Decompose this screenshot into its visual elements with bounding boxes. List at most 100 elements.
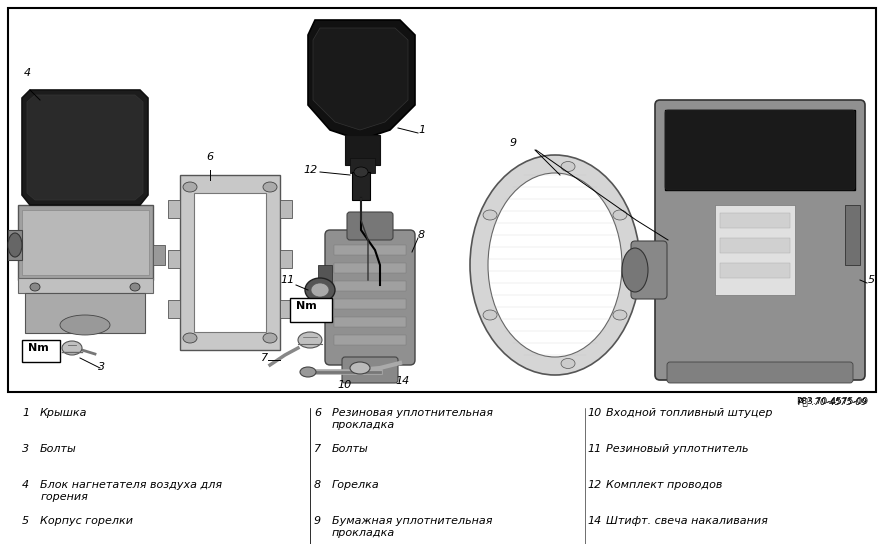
Ellipse shape [8, 233, 22, 257]
Bar [720, 213, 790, 228]
Ellipse shape [613, 210, 627, 220]
Text: 4: 4 [24, 68, 31, 78]
Ellipse shape [622, 248, 648, 292]
Text: 9: 9 [510, 138, 517, 148]
Ellipse shape [483, 310, 497, 320]
Bar [720, 263, 790, 278]
Text: 3: 3 [22, 444, 29, 454]
Ellipse shape [62, 341, 82, 355]
Bar [720, 238, 790, 253]
Text: 8: 8 [418, 230, 425, 240]
Text: Резиновая уплотнительная
прокладка: Резиновая уплотнительная прокладка [332, 408, 492, 430]
Ellipse shape [298, 332, 322, 348]
Text: 11: 11 [281, 275, 295, 285]
Text: Болты: Болты [332, 444, 369, 454]
Text: Nm: Nm [28, 343, 49, 353]
Text: P΃³.70-4575-09: P΃³.70-4575-09 [798, 397, 868, 406]
Bar [318, 265, 332, 285]
Bar [168, 300, 180, 318]
Ellipse shape [354, 167, 368, 177]
Bar [334, 317, 406, 327]
Bar [334, 281, 406, 291]
Bar [352, 172, 370, 200]
Text: Крышка: Крышка [40, 408, 88, 418]
Text: 7: 7 [261, 353, 268, 363]
FancyBboxPatch shape [347, 212, 393, 240]
Text: Корпус горелки: Корпус горелки [40, 516, 133, 526]
Text: Nm: Nm [296, 301, 316, 311]
Ellipse shape [183, 333, 197, 343]
Bar [345, 135, 380, 165]
Bar [22, 210, 149, 275]
Text: 5: 5 [22, 516, 29, 526]
Text: 14: 14 [588, 516, 602, 526]
Polygon shape [22, 90, 148, 205]
Ellipse shape [561, 358, 575, 368]
Text: 8: 8 [314, 480, 321, 490]
Ellipse shape [350, 362, 370, 374]
Bar [334, 245, 406, 255]
Bar [334, 335, 406, 345]
Text: P83.70-4575-09: P83.70-4575-09 [796, 397, 868, 406]
Ellipse shape [263, 333, 277, 343]
Bar [334, 299, 406, 309]
Bar [153, 245, 165, 265]
Ellipse shape [613, 310, 627, 320]
Text: P83.70-4575-09: P83.70-4575-09 [796, 397, 868, 406]
Text: Болты: Болты [40, 444, 77, 454]
Ellipse shape [183, 182, 197, 192]
Ellipse shape [488, 173, 622, 357]
Ellipse shape [263, 182, 277, 192]
Bar [194, 193, 266, 332]
Bar [715, 205, 795, 295]
Text: Резиновый уплотнитель: Резиновый уплотнитель [606, 444, 749, 454]
Bar [280, 200, 292, 218]
Ellipse shape [311, 283, 329, 297]
Ellipse shape [60, 315, 110, 335]
Bar [18, 278, 153, 293]
Polygon shape [27, 95, 143, 200]
Text: 10: 10 [338, 380, 352, 390]
Bar [665, 110, 855, 190]
Bar [168, 200, 180, 218]
FancyBboxPatch shape [667, 362, 853, 383]
Text: 1: 1 [22, 408, 29, 418]
Text: 12: 12 [588, 480, 602, 490]
Bar [280, 300, 292, 318]
Ellipse shape [305, 278, 335, 302]
Bar [25, 293, 145, 333]
FancyBboxPatch shape [631, 241, 667, 299]
Bar [180, 175, 280, 350]
Text: 12: 12 [304, 165, 318, 175]
Bar [334, 263, 406, 273]
Text: 5: 5 [868, 275, 875, 285]
Text: 6: 6 [314, 408, 321, 418]
Text: 1: 1 [418, 125, 425, 135]
Bar [845, 205, 860, 265]
Text: 9: 9 [314, 516, 321, 526]
Text: Блок нагнетателя воздуха для
горения: Блок нагнетателя воздуха для горения [40, 480, 222, 503]
Ellipse shape [130, 283, 140, 291]
Text: Штифт. свеча накаливания: Штифт. свеча накаливания [606, 516, 767, 526]
FancyBboxPatch shape [655, 100, 865, 380]
Text: 4: 4 [22, 480, 29, 490]
Ellipse shape [470, 155, 640, 375]
Text: 7: 7 [314, 444, 321, 454]
Text: Комплект проводов: Комплект проводов [606, 480, 722, 490]
Text: Горелка: Горелка [332, 480, 379, 490]
Text: Входной топливный штуцер: Входной топливный штуцер [606, 408, 773, 418]
Ellipse shape [561, 162, 575, 171]
Polygon shape [308, 20, 415, 140]
FancyBboxPatch shape [665, 110, 855, 190]
Bar [22, 340, 60, 362]
Bar [280, 250, 292, 268]
Text: 3: 3 [98, 362, 105, 372]
Polygon shape [313, 28, 408, 130]
FancyBboxPatch shape [325, 230, 415, 365]
Bar [350, 158, 375, 173]
Bar [8, 8, 876, 392]
Bar [290, 298, 332, 322]
Bar [18, 205, 153, 280]
Bar [8, 230, 22, 260]
Text: 6: 6 [206, 152, 213, 162]
